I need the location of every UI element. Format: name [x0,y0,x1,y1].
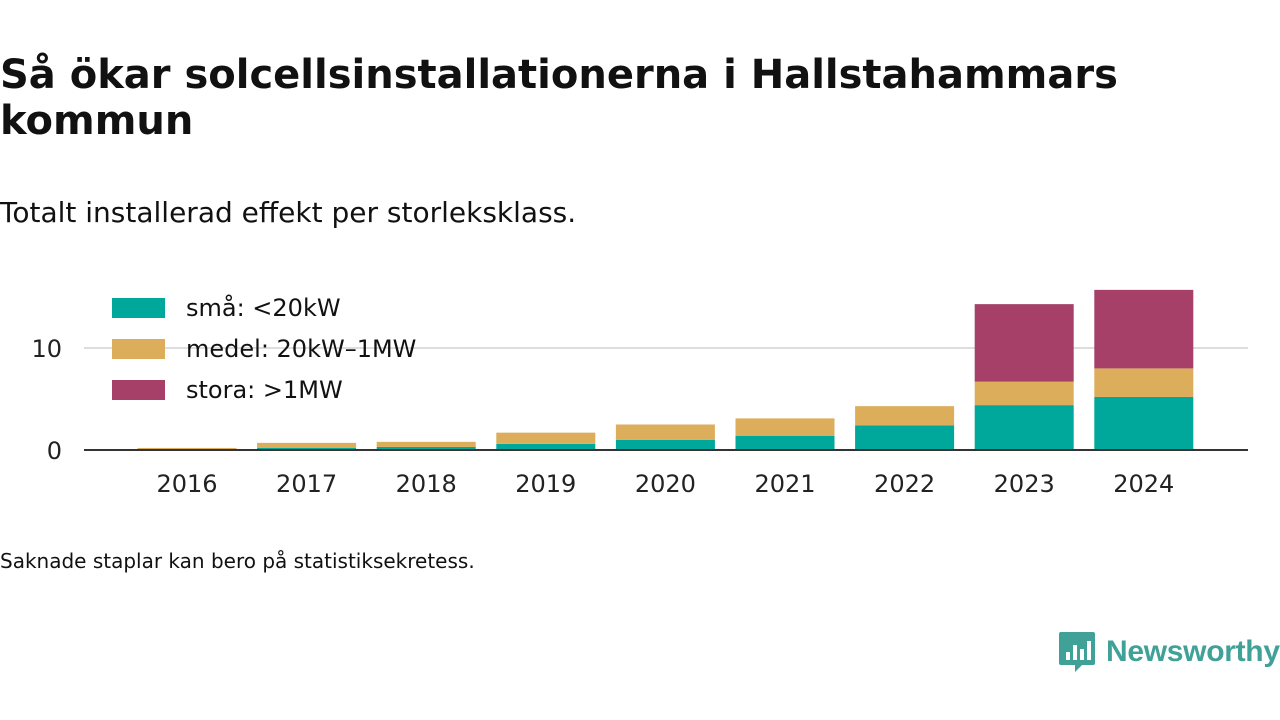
bar-2022-series-0 [855,425,955,450]
bar-2019-series-1 [496,432,596,444]
bar-2017-series-0 [257,447,357,450]
bar-2023-series-2 [974,304,1074,382]
brand-logo: Newsworthy [1058,630,1280,674]
x-tick-label: 2022 [874,470,935,498]
bar-2019-series-0 [496,443,596,450]
bar-2023-series-1 [974,381,1074,406]
y-tick-label: 10 [31,335,62,363]
bar-2024-series-2 [1094,289,1194,369]
legend-swatch-0 [112,298,165,318]
legend-label-0: små: <20kW [186,293,341,322]
bar-2018-series-0 [376,446,476,450]
bar-2018-series-1 [376,441,476,447]
bar-2020-series-1 [615,424,715,440]
x-tick-label: 2017 [276,470,337,498]
brand-name: Newsworthy [1106,635,1280,668]
legend-label-2: stora: >1MW [186,376,343,404]
bar-2017-series-1 [257,442,357,448]
bar-2021-series-1 [735,418,835,436]
bar-2021-series-0 [735,435,835,450]
legend-label-1: medel: 20kW–1MW [186,335,416,363]
x-tick-label: 2020 [635,470,696,498]
x-tick-label: 2024 [1113,470,1174,498]
legend: små: <20kW medel: 20kW–1MW stora: >1MW [112,293,416,404]
bar-2016-series-1 [137,447,237,449]
bars [137,289,1194,450]
chart-subtitle: Totalt installerad effekt per storlekskl… [0,196,577,229]
bar-2024-series-1 [1094,368,1194,397]
x-tick-label: 2018 [396,470,457,498]
bar-2022-series-1 [855,406,955,426]
y-tick-label: 0 [47,437,62,465]
chat-bar-chart-icon [1059,632,1095,672]
legend-swatch-1 [112,339,165,359]
x-tick-label: 2021 [754,470,815,498]
x-tick-label: 2016 [156,470,217,498]
chart-title: Så ökar solcellsinstallationerna i Halls… [0,52,1118,144]
x-tick-label: 2023 [994,470,1055,498]
bar-2024-series-0 [1094,396,1194,450]
bar-2020-series-0 [615,439,715,450]
x-tick-label: 2019 [515,470,576,498]
footnote: Saknade staplar kan bero på statistiksek… [0,549,475,573]
legend-swatch-2 [112,380,165,400]
axes: 0 10 2016 2017 2018 2019 2020 2021 2022 2023 2024 [31,335,1248,498]
bar-2023-series-0 [974,405,1074,450]
